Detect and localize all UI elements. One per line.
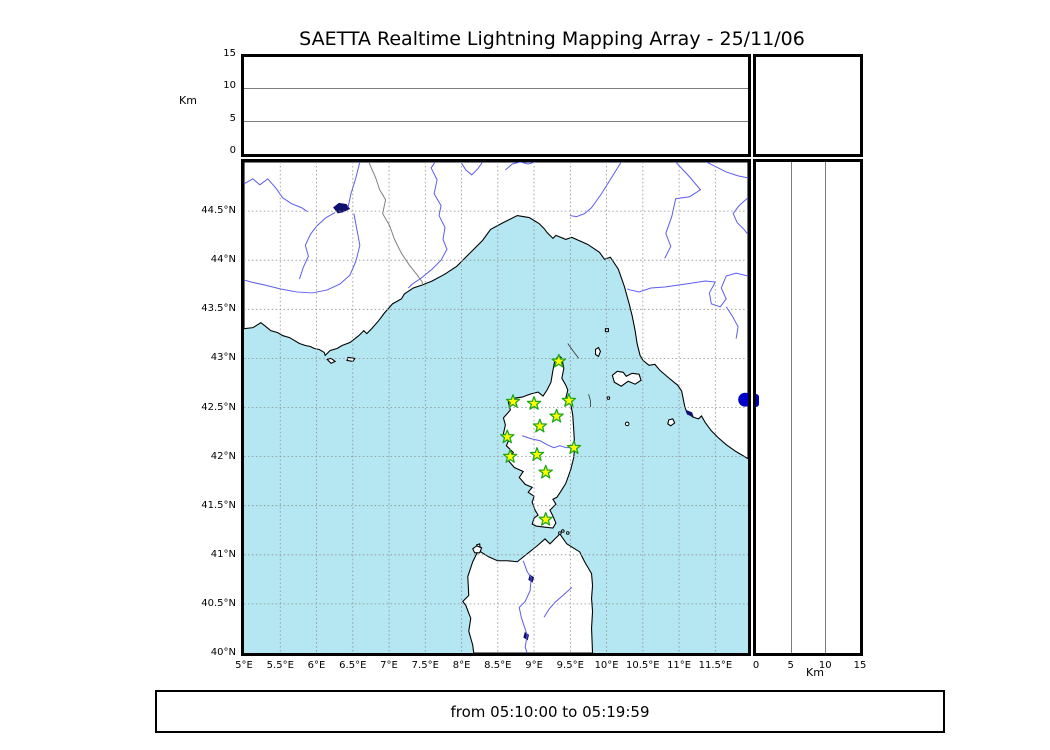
station-star-icon bbox=[549, 408, 564, 423]
river bbox=[244, 213, 361, 294]
station-star-icon bbox=[500, 429, 515, 444]
lon-tick-label: 11°E bbox=[667, 660, 692, 671]
lon-tick-label: 11.5°E bbox=[698, 660, 733, 671]
altitude-tick-label-bottom: 15 bbox=[853, 660, 867, 671]
river bbox=[460, 162, 484, 176]
map-panel bbox=[241, 159, 751, 656]
altitude-tick-label-bottom: 0 bbox=[752, 660, 760, 671]
lon-tick-label: 5.5°E bbox=[266, 660, 294, 671]
island-5 bbox=[667, 418, 676, 427]
event-dot bbox=[738, 392, 748, 407]
altitude-vs-longitude-panel bbox=[241, 54, 751, 157]
altitude-gridline bbox=[825, 162, 827, 653]
station-star-icon bbox=[505, 394, 521, 408]
island-3 bbox=[594, 346, 602, 358]
altitude-tick-label-bottom: 10 bbox=[818, 660, 832, 671]
altitude-gridline bbox=[244, 120, 748, 122]
lat-tick-label: 42.5°N bbox=[201, 401, 236, 413]
political-border bbox=[368, 162, 423, 285]
altitude-axis-unit-left: Km bbox=[179, 94, 197, 107]
lat-tick-label: 44°N bbox=[210, 254, 236, 266]
lat-tick-label: 41.5°N bbox=[201, 499, 236, 511]
river bbox=[298, 212, 336, 280]
lon-tick-label: 6.5°E bbox=[339, 660, 367, 671]
altitude-gridline bbox=[244, 88, 748, 90]
lon-tick-label: 9.5°E bbox=[556, 660, 584, 671]
river bbox=[522, 435, 573, 449]
lake bbox=[333, 202, 351, 214]
island-1 bbox=[462, 533, 594, 653]
altitude-gridline bbox=[790, 162, 792, 653]
lon-tick-label: 8°E bbox=[452, 660, 471, 671]
station-star-icon bbox=[529, 447, 545, 461]
station-star-icon bbox=[561, 393, 577, 407]
lon-tick-label: 10°E bbox=[594, 660, 619, 671]
geographic-map bbox=[244, 162, 748, 653]
page-title: SAETTA Realtime Lightning Mapping Array … bbox=[299, 28, 805, 50]
altitude-tick-label-left: 15 bbox=[223, 48, 236, 59]
river bbox=[408, 162, 448, 289]
lon-tick-label: 9°E bbox=[525, 660, 543, 671]
lat-tick-label: 43.5°N bbox=[201, 303, 236, 315]
islet-dot bbox=[624, 421, 630, 427]
altitude-tick-label-left: 5 bbox=[229, 112, 236, 124]
lon-tick-label: 5°E bbox=[235, 660, 253, 671]
station-star-icon bbox=[502, 449, 518, 463]
river bbox=[664, 162, 702, 259]
altitude-tick-label-bottom: 5 bbox=[787, 660, 794, 671]
station-star-icon bbox=[532, 418, 548, 433]
time-range-text: from 05:10:00 to 05:19:59 bbox=[450, 702, 650, 721]
island-2 bbox=[611, 370, 642, 387]
station-star-icon bbox=[538, 464, 553, 479]
islet-dot bbox=[561, 529, 565, 533]
station-star-icon bbox=[538, 511, 553, 526]
sea-feature-line bbox=[588, 394, 591, 408]
station-star-icon bbox=[566, 440, 582, 455]
altitude-tick-label-left: 0 bbox=[229, 145, 236, 156]
island-7 bbox=[326, 357, 337, 365]
station-star-icon bbox=[551, 353, 566, 368]
islet-dot bbox=[558, 531, 562, 535]
corner-panel bbox=[753, 54, 863, 157]
mainland-coast bbox=[244, 162, 748, 460]
lat-tick-label: 40.5°N bbox=[201, 597, 236, 609]
altitude-vs-latitude-panel bbox=[753, 159, 863, 656]
lon-tick-label: 7.5°E bbox=[411, 660, 439, 671]
river bbox=[725, 306, 739, 339]
lat-tick-label: 44.5°N bbox=[201, 205, 236, 217]
lon-tick-label: 6°E bbox=[307, 660, 326, 671]
river bbox=[543, 587, 573, 618]
island-0 bbox=[502, 354, 576, 529]
lat-tick-label: 40°N bbox=[210, 647, 236, 658]
lon-tick-label: 8.5°E bbox=[484, 660, 512, 671]
islet-dot bbox=[606, 396, 611, 400]
event-dot-edge-sliver bbox=[756, 394, 759, 407]
lake bbox=[685, 409, 694, 418]
river bbox=[569, 162, 622, 218]
river bbox=[244, 178, 308, 213]
time-range-box: from 05:10:00 to 05:19:59 bbox=[155, 690, 945, 733]
island-4 bbox=[472, 545, 483, 554]
altitude-axis-unit-bottom: Km bbox=[806, 666, 824, 679]
river bbox=[505, 162, 536, 171]
lon-tick-label: 7°E bbox=[380, 660, 398, 671]
lat-tick-label: 42°N bbox=[210, 450, 236, 462]
islet-dot bbox=[566, 531, 570, 535]
station-star-icon bbox=[526, 395, 542, 410]
river bbox=[347, 162, 361, 208]
river bbox=[518, 560, 532, 653]
altitude-tick-label-left: 10 bbox=[223, 80, 236, 92]
lat-tick-label: 41°N bbox=[210, 548, 236, 560]
river bbox=[706, 162, 748, 179]
sea-feature-line bbox=[567, 343, 579, 359]
lat-tick-label: 43°N bbox=[210, 352, 236, 364]
lon-tick-label: 10.5°E bbox=[626, 660, 660, 671]
river bbox=[732, 197, 748, 235]
